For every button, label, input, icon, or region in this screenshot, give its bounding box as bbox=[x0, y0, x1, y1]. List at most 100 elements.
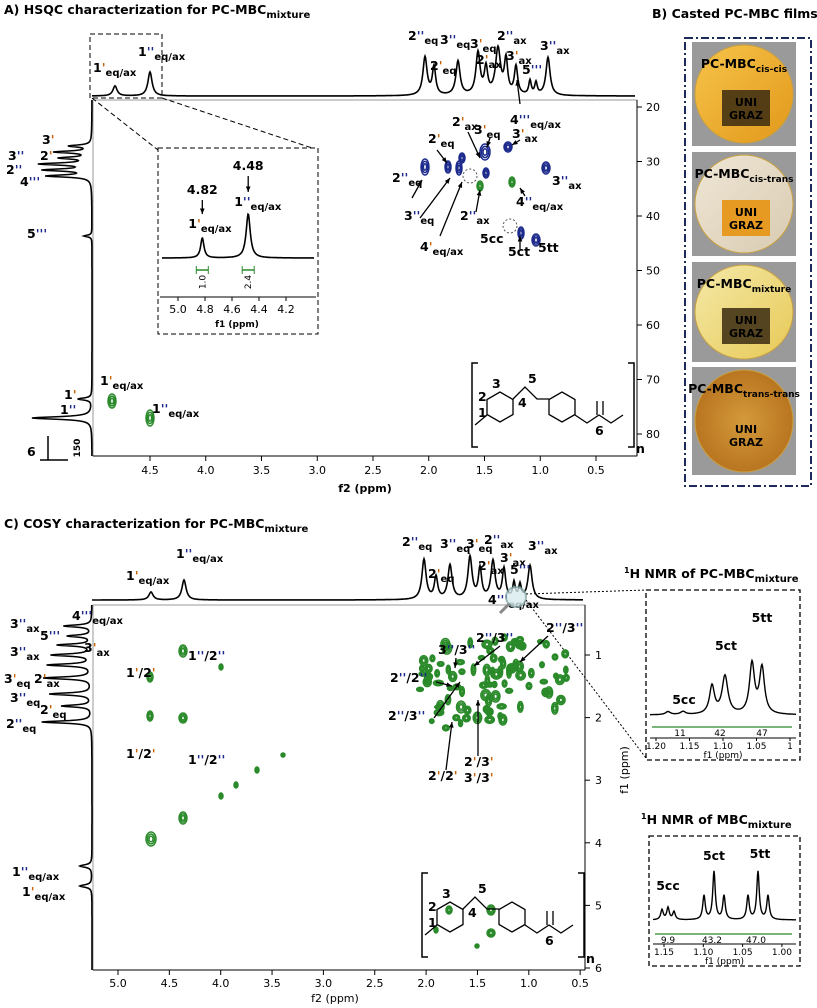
label-part: ' bbox=[135, 746, 139, 761]
label-part: '' bbox=[485, 630, 493, 645]
peak-label: 3'ax bbox=[84, 640, 110, 659]
contour bbox=[454, 715, 459, 720]
film-label: PC-MBCcis-cis bbox=[701, 56, 787, 75]
peak-label: 2''eq bbox=[408, 28, 438, 47]
label-part: 3 bbox=[552, 173, 561, 188]
contour bbox=[487, 717, 493, 722]
peak-value: 4.48 bbox=[233, 158, 264, 173]
contour bbox=[438, 662, 443, 666]
y-tick-label: 3 bbox=[595, 774, 602, 787]
peak-label: 3'eq bbox=[4, 671, 30, 690]
logo-text: GRAZ bbox=[729, 436, 763, 449]
contour bbox=[491, 636, 499, 646]
atom-number: 5 bbox=[528, 371, 537, 386]
label-part: /3 bbox=[454, 642, 467, 657]
label-part: ''' bbox=[49, 628, 60, 643]
peak-label: 1''/2'' bbox=[188, 752, 225, 767]
contour bbox=[145, 409, 155, 427]
inset-tick-label: 4.2 bbox=[277, 303, 295, 316]
contour bbox=[424, 663, 433, 674]
contour bbox=[179, 813, 187, 823]
contour bbox=[500, 633, 509, 642]
label-sub: ax bbox=[544, 546, 558, 557]
label-part: ' bbox=[135, 665, 139, 680]
peak-label: 5ct bbox=[715, 638, 737, 653]
contour bbox=[147, 711, 153, 721]
atom-number: 2 bbox=[478, 389, 487, 404]
contour bbox=[108, 395, 116, 407]
label-part: 3 bbox=[10, 616, 19, 631]
x-tick-label: 1.5 bbox=[469, 977, 487, 990]
contour bbox=[464, 716, 469, 721]
logo-bg bbox=[722, 90, 770, 126]
contour bbox=[147, 414, 153, 422]
contour bbox=[457, 660, 463, 664]
contour bbox=[482, 148, 488, 156]
contour bbox=[109, 397, 115, 405]
contour bbox=[551, 703, 558, 714]
contour bbox=[459, 153, 465, 163]
label-part: ' bbox=[93, 640, 97, 655]
label-part: /2 bbox=[204, 752, 217, 767]
label-part: '' bbox=[15, 716, 23, 731]
label-part: 1 bbox=[176, 546, 185, 561]
contour bbox=[463, 714, 470, 722]
label-part: 3 bbox=[440, 536, 449, 551]
label-part: '' bbox=[161, 401, 169, 416]
contour bbox=[435, 671, 439, 676]
contour bbox=[552, 705, 557, 712]
logo-bg bbox=[722, 200, 770, 236]
label-part: '' bbox=[537, 538, 545, 553]
x-tick-label: 3.0 bbox=[315, 977, 333, 990]
contour bbox=[490, 654, 497, 662]
label-sub: eq bbox=[487, 130, 501, 141]
peak-label: 1'eq/ax bbox=[22, 884, 66, 903]
contour bbox=[446, 906, 452, 914]
arrow-head bbox=[453, 662, 458, 668]
contour bbox=[518, 703, 523, 710]
contour bbox=[553, 655, 557, 659]
arrow bbox=[439, 181, 463, 237]
x-tick-label: 2.5 bbox=[364, 464, 382, 477]
contour bbox=[421, 160, 429, 174]
contour bbox=[506, 689, 512, 693]
peak-label: 2'eq bbox=[430, 58, 456, 77]
x-tick-label: 0.5 bbox=[587, 464, 605, 477]
contour bbox=[563, 674, 570, 681]
integral-label: 1.0 bbox=[198, 275, 208, 290]
contour bbox=[148, 713, 152, 719]
label-part: 3 bbox=[440, 32, 449, 47]
integral-label: 47.0 bbox=[746, 936, 766, 946]
contour bbox=[219, 794, 223, 798]
peak-label: 2''/3'' bbox=[476, 630, 513, 645]
x-tick-label: 1.5 bbox=[476, 464, 494, 477]
tick-label: 1.15 bbox=[679, 742, 699, 752]
label-part: 3 bbox=[506, 48, 515, 63]
label-part: 3 bbox=[404, 208, 413, 223]
contour bbox=[509, 177, 515, 187]
label-part: 4 bbox=[516, 194, 525, 209]
label-part: ' bbox=[135, 568, 139, 583]
label-sub: eq/ax bbox=[532, 202, 563, 213]
label-part: ' bbox=[454, 768, 458, 783]
label-sub: eq bbox=[424, 36, 438, 47]
label-sub: ax bbox=[568, 181, 582, 192]
label-part: ' bbox=[473, 754, 477, 769]
contour bbox=[516, 700, 524, 713]
contour bbox=[180, 647, 186, 655]
peak-label: 3'ax bbox=[500, 550, 526, 569]
contour bbox=[550, 701, 559, 715]
peak-label: 3''ax bbox=[528, 538, 558, 557]
label-part: '' bbox=[397, 708, 405, 723]
label-part: ' bbox=[461, 114, 465, 129]
label-part: 3 bbox=[540, 38, 549, 53]
label-part: ' bbox=[439, 58, 443, 73]
label-part: 2 bbox=[546, 620, 555, 635]
peak-label: 6 bbox=[27, 444, 36, 459]
arrow-head bbox=[520, 188, 525, 194]
spectrum bbox=[650, 658, 796, 716]
tick-label: 1.15 bbox=[654, 948, 674, 958]
label-part: ''' bbox=[497, 592, 508, 607]
film-sub: cis-cis bbox=[756, 65, 787, 75]
label-sub: eq/ax bbox=[28, 872, 59, 883]
